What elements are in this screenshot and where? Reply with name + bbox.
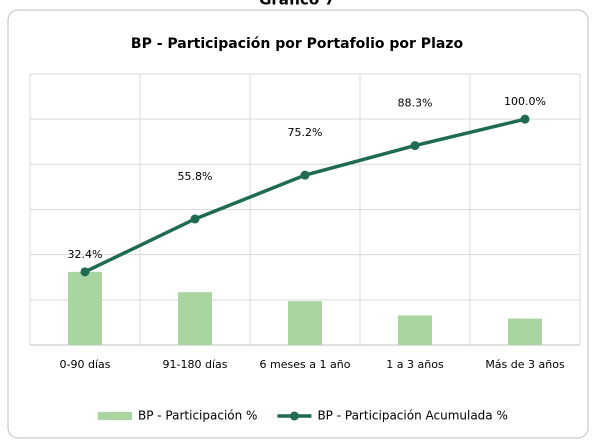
marker: [190, 214, 200, 224]
marker: [300, 170, 310, 180]
chart-frame: [7, 9, 589, 439]
x-tick-label: 91-180 días: [163, 358, 228, 371]
data-label: 32.4%: [68, 248, 103, 261]
legend-marker: [289, 411, 299, 421]
bar: [178, 292, 212, 345]
x-tick-label: 6 meses a 1 año: [260, 358, 351, 371]
figure-title: Gráfico 7: [259, 0, 335, 9]
bar: [68, 271, 102, 345]
x-tick-label: 0-90 días: [60, 358, 111, 371]
data-label: 100.0%: [504, 95, 546, 108]
bar: [288, 301, 322, 345]
data-label: 88.3%: [398, 97, 433, 110]
chart-title: BP - Participación por Portafolio por Pl…: [131, 36, 464, 52]
data-label: 55.8%: [178, 170, 213, 183]
legend-label: BP - Participación Acumulada %: [317, 409, 507, 423]
x-tick-label: 1 a 3 años: [386, 358, 444, 371]
legend-swatch: [98, 412, 132, 420]
marker: [410, 141, 420, 151]
marker: [520, 114, 530, 124]
bar: [398, 315, 432, 345]
bar: [508, 318, 542, 345]
legend-label: BP - Participación %: [138, 409, 257, 423]
marker: [80, 267, 90, 277]
x-tick-label: Más de 3 años: [485, 358, 565, 371]
data-label: 75.2%: [288, 126, 323, 139]
